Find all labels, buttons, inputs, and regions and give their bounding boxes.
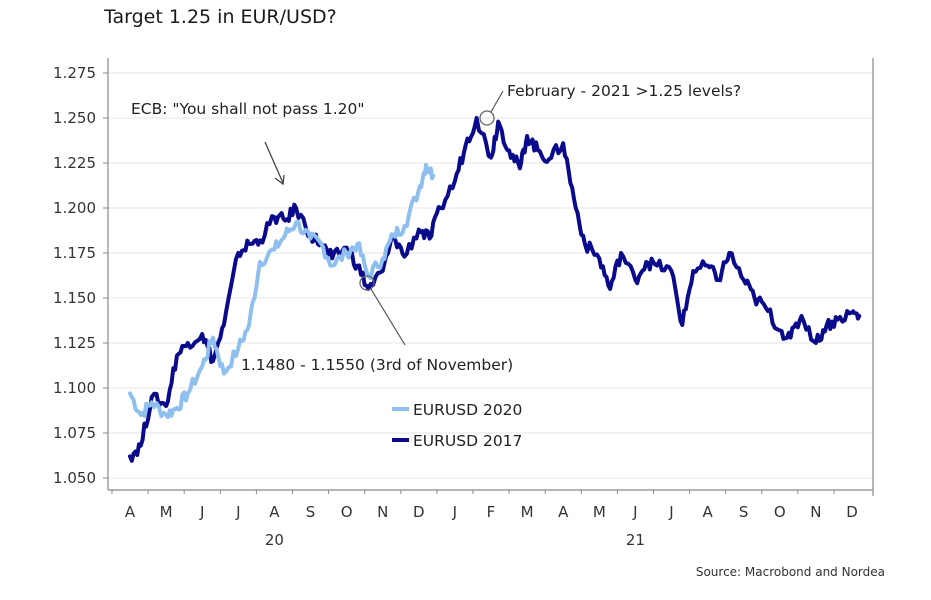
x-tick-label: D [846,503,858,521]
y-tick-label: 1.125 [53,334,96,352]
axes: 1.275 1.250 1.225 1.200 1.175 1.150 1.125 1.100… [53,58,874,549]
x-tick-label: J [452,503,457,521]
y-tick-label: 1.225 [53,154,96,172]
ecb-arrowhead-icon [274,174,285,186]
y-tick-label: 1.200 [53,199,96,217]
data-series [128,116,862,463]
x-tick-label: S [306,503,316,521]
november-leader-line [370,288,406,346]
x-tick-label: J [668,503,673,521]
x-tick-label: A [269,503,280,521]
y-tick-label: 1.100 [53,379,96,397]
x-tick-label: J [632,503,637,521]
x-tick-label: J [235,503,240,521]
x-tick-label: O [341,503,353,521]
chart-title: Target 1.25 in EUR/USD? [104,6,337,28]
x-tick-label: M [160,503,173,521]
series-eurusd-2017 [128,116,862,463]
annotation-november: 1.1480 - 1.1550 (3rd of November) [241,356,513,374]
y-tick-label: 1.175 [53,244,96,262]
x-tick-label: N [377,503,388,521]
annotations: ECB: "You shall not pass 1.20" February … [131,82,741,374]
november-marker-icon [359,275,375,291]
y-tick-label: 1.250 [53,109,96,127]
legend: EURUSD 2020 EURUSD 2017 [392,401,522,450]
gridlines [108,72,873,479]
x-year-label: 21 [626,531,645,549]
legend-label-2017: EURUSD 2017 [413,432,522,450]
annotation-ecb: ECB: "You shall not pass 1.20" [131,100,364,118]
x-tick-label: N [810,503,821,521]
annotation-february: February - 2021 >1.25 levels? [507,82,741,100]
y-tick-label: 1.050 [53,469,96,487]
x-tick-label: D [413,503,425,521]
x-tick-label: F [487,503,496,521]
y-tick-label: 1.075 [53,424,96,442]
february-leader-line [490,90,504,113]
legend-label-2020: EURUSD 2020 [413,401,522,419]
x-tick-label: J [199,503,204,521]
x-tick-label: M [521,503,534,521]
x-tick-label: A [702,503,713,521]
x-tick-label: A [558,503,569,521]
x-tick-label: A [125,503,136,521]
x-year-label: 20 [265,531,284,549]
x-tick-label: S [739,503,749,521]
series-eurusd-2020 [128,162,436,420]
ecb-arrow-icon [264,141,284,184]
y-tick-label: 1.150 [53,289,96,307]
x-tick-label: O [774,503,786,521]
february-marker-icon [479,110,495,126]
x-tick-label: M [593,503,606,521]
y-tick-label: 1.275 [53,64,96,82]
source-note: Source: Macrobond and Nordea [695,565,885,579]
